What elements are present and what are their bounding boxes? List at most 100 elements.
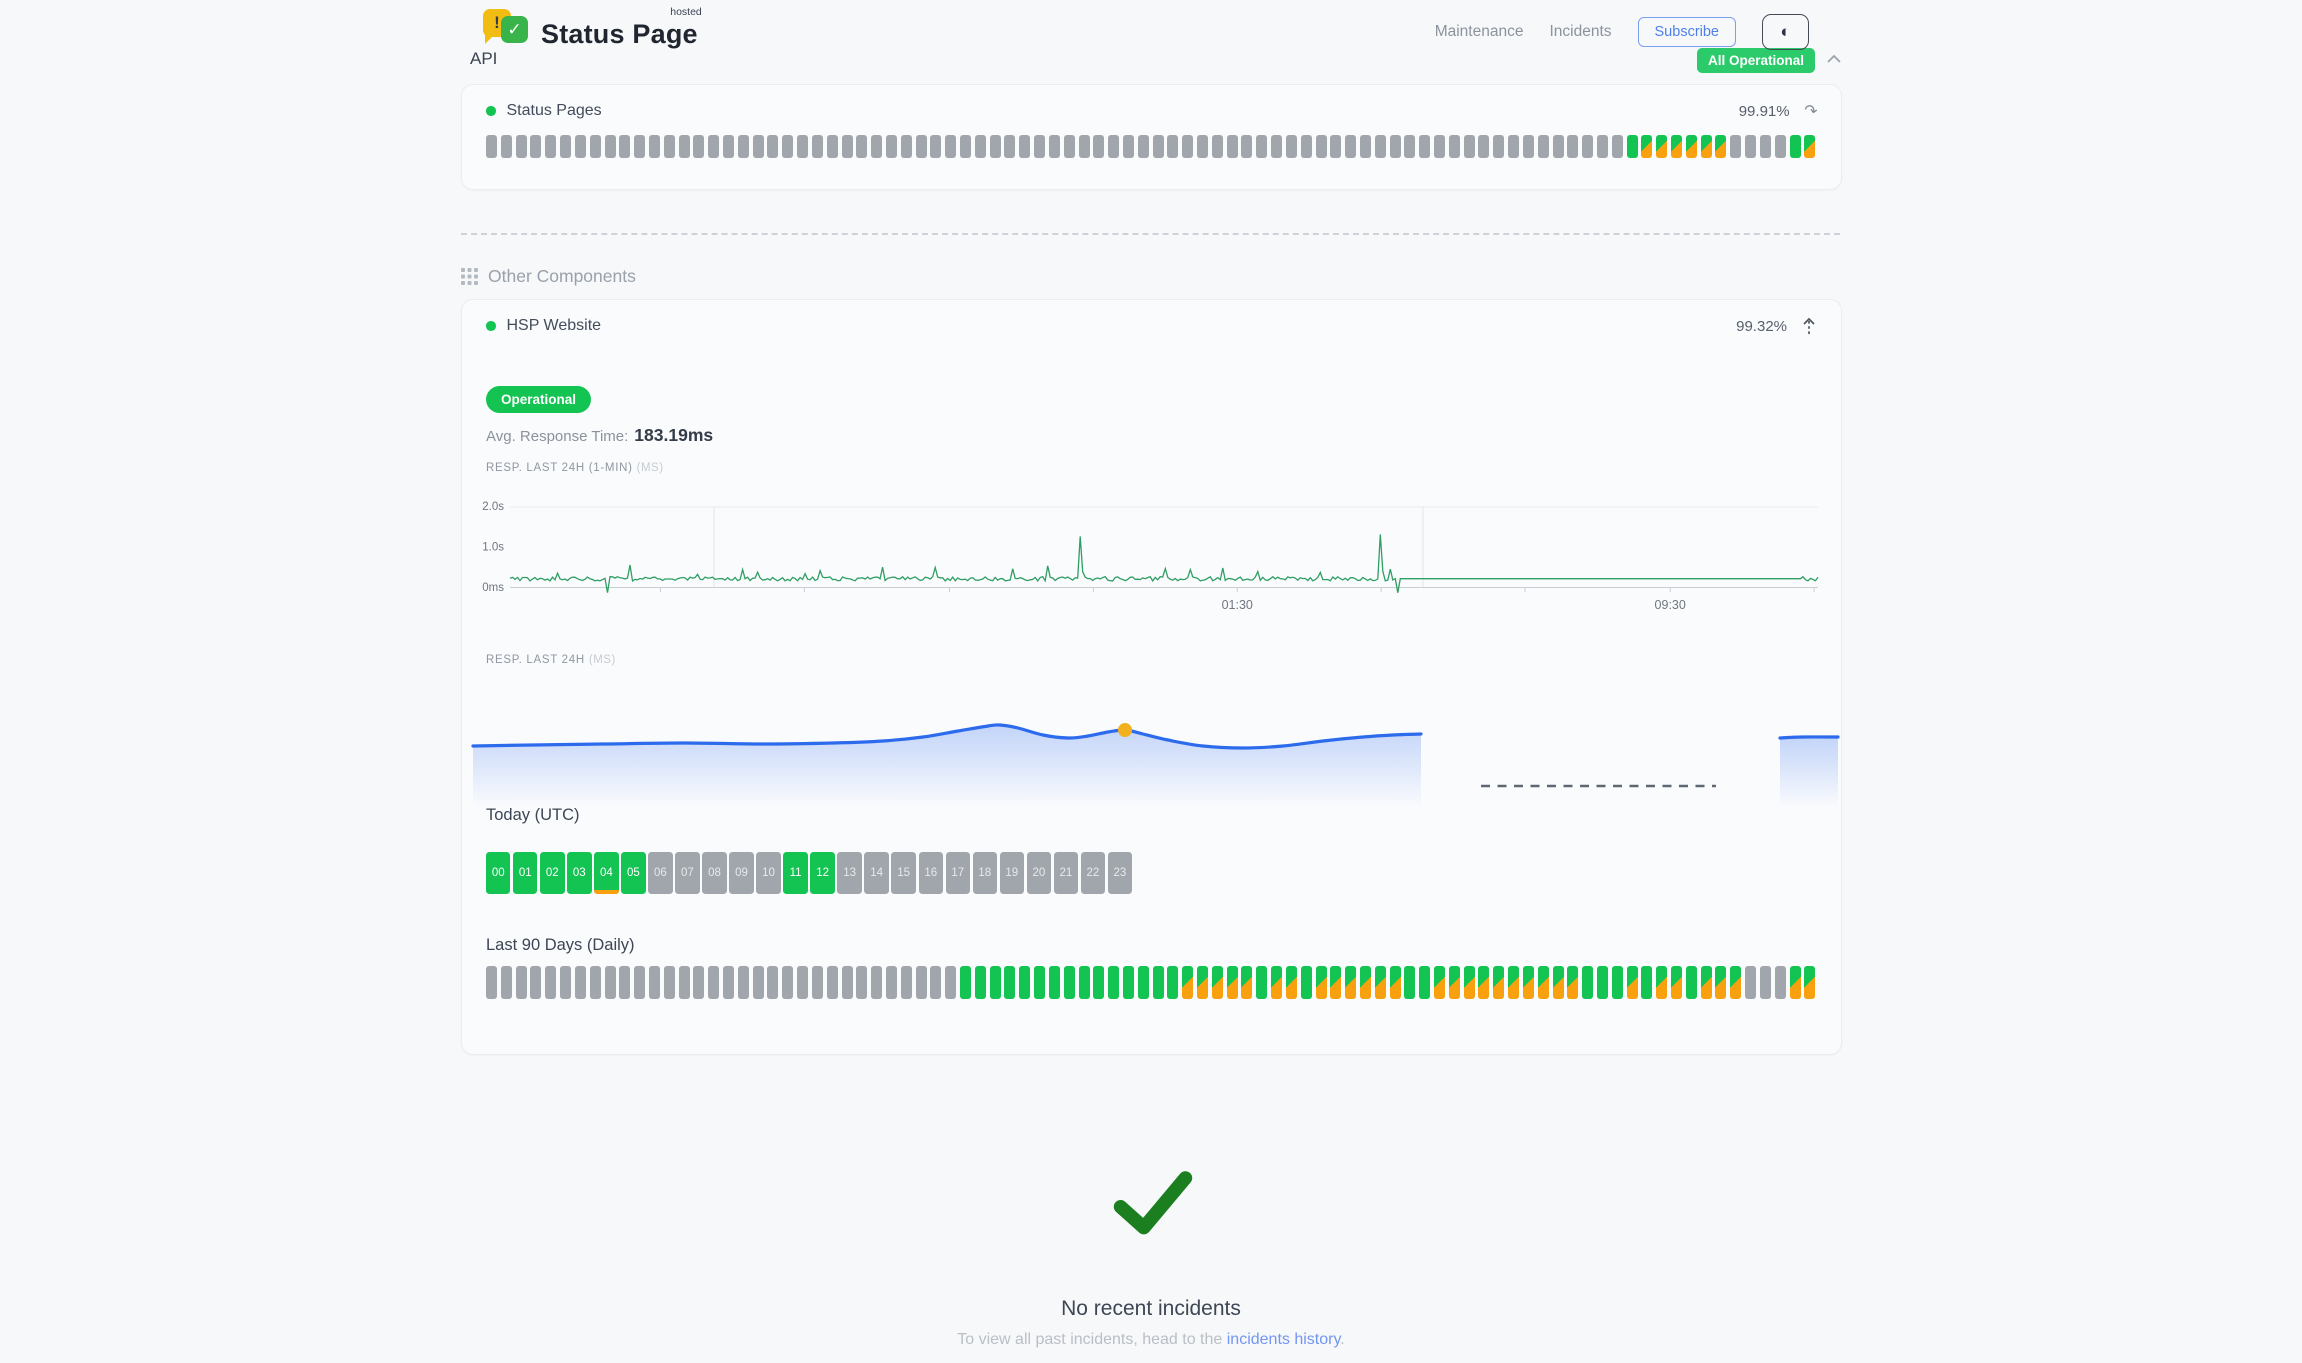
uptime-bar-nodata[interactable] — [1774, 135, 1786, 158]
uptime-bar-nodata[interactable] — [1315, 135, 1327, 158]
hour-block-16[interactable]: 16 — [918, 852, 943, 894]
uptime-bar-nodata[interactable] — [871, 135, 883, 158]
uptime-bar-degraded[interactable] — [1463, 966, 1475, 999]
uptime-bar-nodata[interactable] — [1463, 135, 1475, 158]
hour-block-03[interactable]: 03 — [567, 852, 592, 894]
uptime-bar-nodata[interactable] — [767, 966, 779, 999]
uptime-bar-degraded[interactable] — [1448, 966, 1460, 999]
uptime-bar-nodata[interactable] — [648, 966, 660, 999]
uptime-bar-degraded[interactable] — [1478, 966, 1490, 999]
uptime-bar-nodata[interactable] — [545, 135, 557, 158]
hour-block-02[interactable]: 02 — [540, 852, 565, 894]
uptime-bar-operational[interactable] — [1048, 966, 1060, 999]
uptime-bar-degraded[interactable] — [1345, 966, 1357, 999]
uptime-bar-nodata[interactable] — [604, 966, 616, 999]
uptime-bar-nodata[interactable] — [1478, 135, 1490, 158]
uptime-bar-nodata[interactable] — [1448, 135, 1460, 158]
uptime-bar-degraded[interactable] — [1685, 135, 1697, 158]
uptime-bar-nodata[interactable] — [1167, 135, 1179, 158]
uptime-bar-nodata[interactable] — [841, 966, 853, 999]
uptime-bar-degraded[interactable] — [1330, 966, 1342, 999]
hour-block-21[interactable]: 21 — [1053, 852, 1079, 894]
uptime-bar-nodata[interactable] — [1137, 135, 1149, 158]
uptime-bar-operational[interactable] — [1419, 966, 1431, 999]
hour-block-23[interactable]: 23 — [1107, 852, 1133, 894]
hour-block-10[interactable]: 10 — [756, 852, 781, 894]
uptime-bar-degraded[interactable] — [1804, 135, 1816, 158]
uptime-bar-nodata[interactable] — [797, 966, 809, 999]
uptime-bar-degraded[interactable] — [1434, 966, 1446, 999]
uptime-bar-nodata[interactable] — [900, 966, 912, 999]
uptime-bar-nodata[interactable] — [1211, 135, 1223, 158]
uptime-bar-nodata[interactable] — [1330, 135, 1342, 158]
uptime-bar-degraded[interactable] — [1374, 966, 1386, 999]
uptime-bar-nodata[interactable] — [589, 966, 601, 999]
uptime-bar-nodata[interactable] — [915, 135, 927, 158]
uptime-bar-nodata[interactable] — [752, 135, 764, 158]
uptime-bar-nodata[interactable] — [915, 966, 927, 999]
uptime-bar-nodata[interactable] — [1374, 135, 1386, 158]
uptime-bar-degraded[interactable] — [1567, 966, 1579, 999]
uptime-bar-degraded[interactable] — [1226, 966, 1238, 999]
uptime-bar-operational[interactable] — [1019, 966, 1031, 999]
uptime-bar-nodata[interactable] — [1537, 135, 1549, 158]
uptime-bar-nodata[interactable] — [826, 966, 838, 999]
uptime-bar-degraded[interactable] — [1715, 135, 1727, 158]
uptime-bar-nodata[interactable] — [885, 966, 897, 999]
uptime-bar-operational[interactable] — [1063, 966, 1075, 999]
hour-block-14[interactable]: 14 — [864, 852, 889, 894]
refresh-icon[interactable]: ↷ — [1802, 102, 1819, 121]
uptime-bar-nodata[interactable] — [1122, 135, 1134, 158]
uptime-bar-operational[interactable] — [1596, 966, 1608, 999]
uptime-bar-degraded[interactable] — [1493, 966, 1505, 999]
uptime-bar-nodata[interactable] — [945, 966, 957, 999]
nav-maintenance[interactable]: Maintenance — [1434, 23, 1524, 40]
uptime-bar-nodata[interactable] — [634, 966, 646, 999]
brand-logo[interactable]: ! ✓ hosted Status Page — [483, 6, 702, 52]
uptime-bar-degraded[interactable] — [1182, 966, 1194, 999]
uptime-bar-nodata[interactable] — [1271, 135, 1283, 158]
uptime-bar-degraded[interactable] — [1271, 966, 1283, 999]
uptime-bar-nodata[interactable] — [1730, 135, 1742, 158]
uptime-bar-nodata[interactable] — [1552, 135, 1564, 158]
uptime-bar-nodata[interactable] — [1182, 135, 1194, 158]
uptime-bar-nodata[interactable] — [723, 135, 735, 158]
uptime-bar-nodata[interactable] — [1226, 135, 1238, 158]
uptime-bar-operational[interactable] — [1404, 966, 1416, 999]
uptime-bar-nodata[interactable] — [500, 135, 512, 158]
uptime-bar-nodata[interactable] — [871, 966, 883, 999]
uptime-bar-nodata[interactable] — [693, 966, 705, 999]
uptime-bar-operational[interactable] — [960, 966, 972, 999]
uptime-bar-nodata[interactable] — [960, 135, 972, 158]
uptime-bar-nodata[interactable] — [930, 135, 942, 158]
uptime-bar-nodata[interactable] — [486, 966, 498, 999]
uptime-bar-operational[interactable] — [1078, 966, 1090, 999]
uptime-bar-nodata[interactable] — [589, 135, 601, 158]
uptime-bar-nodata[interactable] — [856, 966, 868, 999]
uptime-bar-nodata[interactable] — [1300, 135, 1312, 158]
uptime-bar-nodata[interactable] — [560, 966, 572, 999]
uptime-bar-nodata[interactable] — [856, 135, 868, 158]
uptime-bar-operational[interactable] — [1137, 966, 1149, 999]
uptime-bar-operational[interactable] — [1034, 966, 1046, 999]
uptime-bar-nodata[interactable] — [767, 135, 779, 158]
uptime-bar-nodata[interactable] — [989, 135, 1001, 158]
subscribe-button[interactable]: Subscribe — [1637, 17, 1736, 47]
uptime-bar-nodata[interactable] — [737, 966, 749, 999]
uptime-bar-nodata[interactable] — [1034, 135, 1046, 158]
uptime-bar-degraded[interactable] — [1315, 966, 1327, 999]
uptime-bar-operational[interactable] — [1582, 966, 1594, 999]
uptime-bar-nodata[interactable] — [619, 966, 631, 999]
uptime-bar-degraded[interactable] — [1359, 966, 1371, 999]
uptime-bar-operational[interactable] — [1611, 966, 1623, 999]
uptime-bar-nodata[interactable] — [515, 966, 527, 999]
uptime-bar-nodata[interactable] — [530, 135, 542, 158]
uptime-bar-nodata[interactable] — [619, 135, 631, 158]
uptime-bar-nodata[interactable] — [1582, 135, 1594, 158]
hour-block-01[interactable]: 01 — [513, 852, 538, 894]
uptime-bar-nodata[interactable] — [678, 966, 690, 999]
uptime-bar-nodata[interactable] — [545, 966, 557, 999]
uptime-bar-nodata[interactable] — [1419, 135, 1431, 158]
uptime-bar-nodata[interactable] — [663, 966, 675, 999]
uptime-bar-nodata[interactable] — [841, 135, 853, 158]
